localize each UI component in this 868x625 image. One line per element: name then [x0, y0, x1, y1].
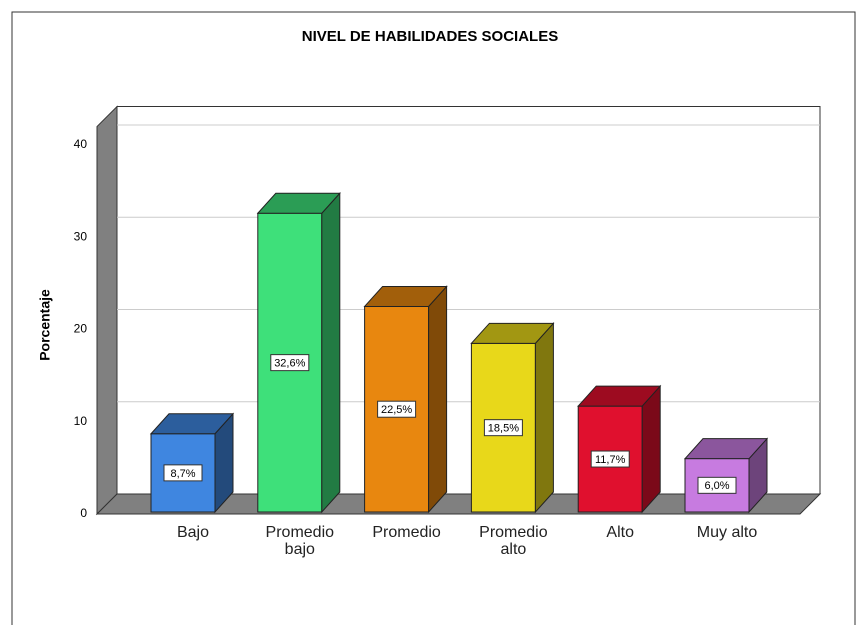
value-label: 11,7%: [595, 454, 626, 466]
value-label: 6,0%: [704, 480, 729, 492]
bar-side: [428, 285, 448, 514]
bar-side: [534, 322, 554, 514]
bar: [577, 384, 662, 514]
bar: [363, 285, 448, 514]
bar-side: [321, 191, 341, 514]
value-label: 8,7%: [170, 468, 195, 480]
x-tick-label: Bajo: [176, 524, 210, 541]
bar: [256, 191, 341, 514]
bar: [683, 437, 769, 514]
bar-top: [470, 322, 555, 344]
bar-top: [363, 285, 448, 307]
bar-top: [683, 438, 769, 460]
left-wall: [96, 105, 118, 516]
y-tick-label: 20: [74, 322, 88, 336]
value-label: 22,5%: [381, 404, 412, 416]
bar-top: [577, 385, 662, 407]
x-tick-label: Muy alto: [696, 524, 758, 541]
value-label-box: [270, 354, 310, 372]
bar-top: [149, 413, 235, 435]
value-label-box: [697, 476, 737, 494]
x-tick-label: Promedio alto: [479, 524, 548, 558]
bar: [470, 322, 555, 514]
y-axis-label: Porcentaje: [37, 289, 53, 361]
bar: [149, 412, 235, 514]
value-label-box: [377, 400, 417, 418]
x-tick-label: Alto: [606, 524, 634, 541]
bar-top: [256, 192, 341, 214]
value-label-box: [163, 464, 203, 482]
y-tick-label: 0: [80, 506, 87, 520]
value-label: 32,6%: [274, 358, 305, 370]
y-tick-label: 40: [74, 137, 88, 151]
x-tick-label: Promedio: [372, 524, 441, 541]
y-tick-label: 30: [74, 229, 88, 243]
value-label: 18,5%: [488, 423, 519, 435]
value-label-box: [590, 450, 630, 468]
chart-title: NIVEL DE HABILIDADES SOCIALES: [302, 28, 558, 45]
bar-side: [641, 384, 661, 514]
x-tick-label: Promedio bajo: [265, 524, 335, 558]
value-label-box: [483, 419, 523, 437]
y-tick-label: 10: [74, 414, 88, 428]
